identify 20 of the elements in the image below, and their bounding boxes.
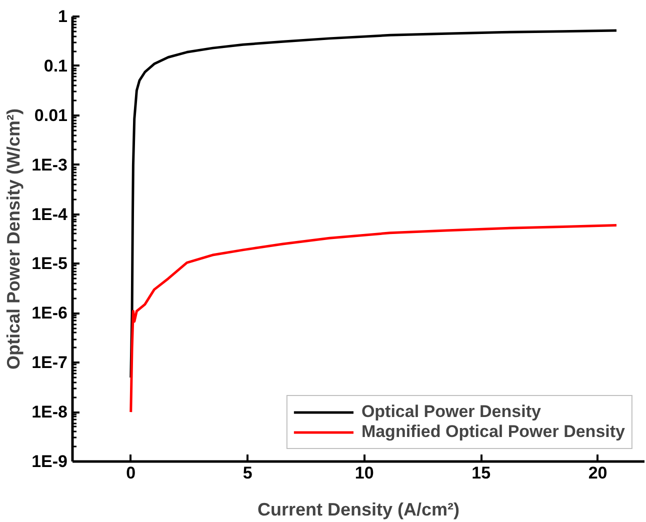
y-tick-label: 1E-7	[32, 353, 68, 372]
y-tick-label: 1E-8	[32, 402, 68, 422]
x-axis-title: Current Density (A/cm²)	[257, 500, 460, 520]
legend-label: Optical Power Density	[361, 402, 541, 422]
y-tick-label: 1E-6	[32, 304, 68, 323]
y-tick-label: 1E-4	[32, 204, 68, 224]
y-tick-label: 1	[58, 7, 68, 26]
legend-label: Magnified Optical Power Density	[361, 422, 625, 442]
y-tick-label: 1E-5	[32, 254, 68, 274]
x-tick-label: 5	[242, 464, 252, 482]
y-axis-title: Optical Power Density (W/cm²)	[4, 108, 24, 370]
x-tick-label: 10	[354, 464, 374, 482]
x-tick-label: 15	[472, 464, 491, 482]
x-tick-label: 20	[588, 464, 608, 482]
y-tick-label: 0.1	[44, 56, 68, 76]
line-series	[130, 29, 618, 379]
y-tick-label: 1E-9	[32, 452, 68, 471]
y-tick-label: 1E-3	[32, 155, 68, 174]
y-tick-label: 0.01	[34, 106, 68, 125]
x-tick-label: 0	[126, 464, 136, 482]
